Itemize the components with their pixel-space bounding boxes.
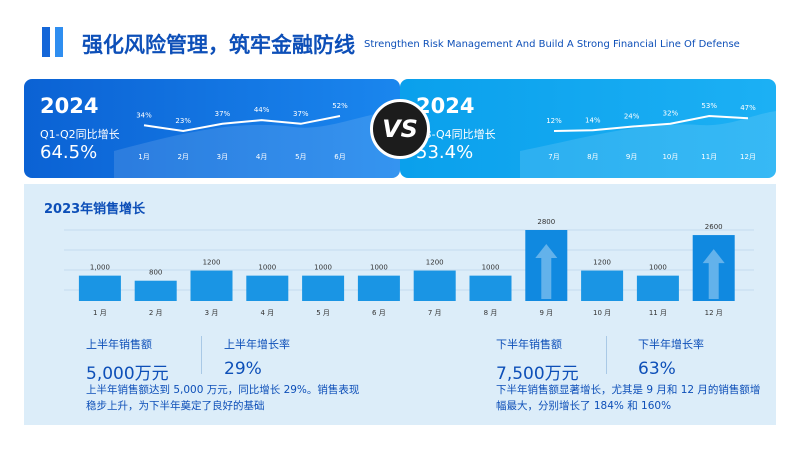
- bar-value-label: 1,000: [90, 264, 110, 272]
- header-bars-icon: [42, 27, 72, 57]
- x-tick-label: 1月: [138, 153, 149, 161]
- bar: [78, 275, 121, 301]
- series-line: [553, 114, 749, 132]
- h2-sales-label: 下半年销售额: [496, 338, 562, 351]
- h2-growth-value: 63%: [638, 359, 676, 379]
- data-label: 37%: [293, 110, 309, 118]
- bar: [302, 275, 345, 301]
- bar: [190, 270, 233, 301]
- bar-value-label: 1200: [426, 259, 444, 267]
- bar-value-label: 1200: [593, 259, 611, 267]
- series-line: [143, 115, 341, 133]
- x-tick-label: 2 月: [149, 309, 163, 317]
- bar: [357, 275, 400, 301]
- data-label: 32%: [663, 110, 679, 118]
- sales-chart-title: 2023年销售增长: [44, 202, 146, 217]
- h1-sales-label: 上半年销售额: [86, 338, 152, 351]
- page-subtitle: Strengthen Risk Management And Build A S…: [364, 39, 740, 50]
- x-tick-label: 11月: [701, 153, 717, 161]
- h1-growth-stat: 上半年增长率 29%: [224, 336, 290, 379]
- bar-value-label: 1200: [203, 259, 221, 267]
- x-tick-label: 3月: [217, 153, 228, 161]
- x-tick-label: 8月: [587, 153, 598, 161]
- data-label: 23%: [175, 117, 191, 125]
- x-tick-label: 4月: [256, 153, 267, 161]
- bar-value-label: 2600: [705, 223, 723, 231]
- bar-value-label: 2800: [537, 218, 555, 226]
- page-header: 强化风险管理，筑牢金融防线 Strengthen Risk Management…: [42, 24, 782, 60]
- divider: [201, 336, 202, 374]
- bar: [134, 280, 177, 301]
- data-label: 24%: [624, 113, 640, 121]
- x-tick-label: 10 月: [593, 309, 611, 317]
- sales-panel: 2023年销售增长 1,000 1 月 800 2 月 1200 3 月 1000 4 月 10…: [24, 184, 776, 425]
- bar: [525, 230, 568, 301]
- card-percent: 64.5%: [40, 142, 98, 163]
- x-tick-label: 7月: [548, 153, 559, 161]
- h2-growth-stat: 下半年增长率 63%: [638, 336, 704, 379]
- x-tick-label: 4 月: [260, 309, 274, 317]
- h2-sales-stat: 下半年销售额 7,500万元: [496, 336, 579, 384]
- data-label: 47%: [740, 104, 756, 112]
- data-label: 37%: [215, 110, 231, 118]
- data-label: 12%: [546, 117, 562, 125]
- page-title: 强化风险管理，筑牢金融防线: [82, 33, 355, 57]
- bar-value-label: 1000: [314, 264, 332, 272]
- x-tick-label: 5 月: [316, 309, 330, 317]
- h1-growth-card: 34% 1月 23% 2月 37% 3月 44% 4月 37% 5月 52% 6月 2024 Q1-Q…: [24, 79, 400, 178]
- x-tick-label: 12 月: [705, 309, 723, 317]
- h1-line-chart: 34% 1月 23% 2月 37% 3月 44% 4月 37% 5月 52% 6月: [114, 102, 400, 178]
- h1-sales-stat: 上半年销售额 5,000万元: [86, 336, 169, 384]
- h2-growth-card: 12% 7月 14% 8月 24% 9月 32% 10月 53% 11月 47% 12月 2024 Q…: [400, 79, 776, 178]
- x-tick-label: 6月: [334, 153, 345, 161]
- x-tick-label: 8 月: [484, 309, 498, 317]
- bar-value-label: 1000: [258, 264, 276, 272]
- x-tick-label: 7 月: [428, 309, 442, 317]
- sales-bar-chart: 1,000 1 月 800 2 月 1200 3 月 1000 4 月 1000 5 月 1000 6…: [64, 218, 754, 317]
- bar: [469, 275, 512, 301]
- h1-growth-value: 29%: [224, 359, 262, 379]
- arrow-up-icon: [702, 249, 725, 299]
- h2-sales-value: 7,500万元: [496, 364, 579, 384]
- h1-sales-value: 5,000万元: [86, 364, 169, 384]
- h2-description: 下半年销售额显著增长，尤其是 9 月和 12 月的销售额增幅最大，分别增长了 1…: [496, 384, 761, 412]
- card-subtitle: Q3-Q4同比增长: [416, 128, 496, 141]
- card-subtitle: Q1-Q2同比增长: [40, 128, 120, 141]
- card-year: 2024: [40, 94, 99, 118]
- bar: [636, 275, 679, 301]
- x-tick-label: 6 月: [372, 309, 386, 317]
- x-tick-label: 3 月: [205, 309, 219, 317]
- data-label: 53%: [701, 102, 717, 110]
- h2-line-chart: 12% 7月 14% 8月 24% 9月 32% 10月 53% 11月 47% 12月: [520, 102, 776, 178]
- x-tick-label: 12月: [740, 153, 756, 161]
- x-tick-label: 9 月: [539, 309, 553, 317]
- data-label: 34%: [136, 111, 152, 119]
- x-tick-label: 5月: [295, 153, 306, 161]
- x-tick-label: 2月: [177, 153, 188, 161]
- data-label: 44%: [254, 106, 270, 114]
- bar: [581, 270, 624, 301]
- divider: [606, 336, 607, 374]
- bar-value-label: 1000: [482, 264, 500, 272]
- data-label: 14%: [585, 116, 601, 124]
- h1-description: 上半年销售额达到 5,000 万元，同比增长 29%。销售表现稳步上升，为下半年…: [86, 384, 360, 412]
- bar: [413, 270, 456, 301]
- x-tick-label: 11 月: [649, 309, 667, 317]
- x-tick-label: 1 月: [93, 309, 107, 317]
- bar-value-label: 1000: [649, 264, 667, 272]
- vs-badge: VS: [370, 99, 430, 159]
- x-tick-label: 10月: [662, 153, 678, 161]
- bar: [246, 275, 289, 301]
- card-percent: 53.4%: [416, 142, 474, 163]
- arrow-up-icon: [535, 244, 558, 299]
- h1-growth-label: 上半年增长率: [224, 338, 290, 351]
- bar: [692, 235, 735, 301]
- bar-value-label: 800: [149, 269, 162, 277]
- data-label: 52%: [332, 102, 348, 110]
- x-tick-label: 9月: [626, 153, 637, 161]
- h2-growth-label: 下半年增长率: [638, 338, 704, 351]
- bar-value-label: 1000: [370, 264, 388, 272]
